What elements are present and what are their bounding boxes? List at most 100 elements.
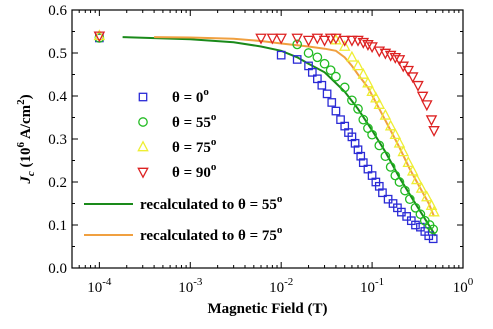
data-point <box>393 55 406 67</box>
data-point <box>338 39 351 51</box>
data-point <box>404 194 415 205</box>
data-point <box>367 129 377 140</box>
y-axis-title: Jc (106 A/cm2) <box>15 94 37 184</box>
data-point <box>424 231 434 241</box>
legend-marker <box>138 92 148 102</box>
data-point <box>350 138 360 148</box>
y-tick-label: 0.2 <box>48 175 67 191</box>
data-point <box>352 59 364 71</box>
data-point <box>291 33 303 45</box>
data-point <box>428 126 440 137</box>
data-point <box>370 91 382 103</box>
data-point <box>416 91 429 103</box>
y-tick-label: 0.6 <box>48 3 67 19</box>
data-point <box>318 35 331 47</box>
data-point <box>353 104 363 114</box>
legend-label: θ = 0o <box>172 86 209 106</box>
data-point <box>327 98 337 107</box>
legend-item-2: θ = 55o <box>138 111 217 131</box>
data-point <box>374 140 385 151</box>
data-point <box>406 164 419 176</box>
data-point <box>322 89 332 99</box>
series-line <box>122 36 437 237</box>
data-point <box>412 80 424 92</box>
data-point <box>357 37 370 49</box>
data-point <box>331 106 341 116</box>
data-point <box>378 188 387 198</box>
x-tick-label: 10-3 <box>178 276 203 296</box>
data-point <box>393 136 406 148</box>
data-point <box>402 65 415 77</box>
legend-item-3: θ = 75o <box>137 136 217 156</box>
data-point <box>402 156 415 168</box>
data-point <box>415 209 426 220</box>
x-tick-label: 100 <box>453 276 474 296</box>
x-axis-title: Magnetic Field (T) <box>208 301 328 317</box>
data-point <box>411 220 420 230</box>
data-point <box>302 35 315 47</box>
data-point <box>428 224 439 235</box>
data-point <box>347 95 357 106</box>
data-point <box>276 50 286 60</box>
y-tick-label: 0.4 <box>48 89 67 105</box>
legend-marker <box>138 117 148 127</box>
series-6 <box>154 36 435 217</box>
y-tick-label: 0.0 <box>48 261 67 277</box>
data-point <box>356 151 366 161</box>
data-point <box>384 119 397 131</box>
legend-item-4: θ = 90o <box>137 161 217 181</box>
data-point <box>255 33 267 45</box>
y-tick-label: 0.3 <box>48 132 67 148</box>
data-point <box>425 115 438 127</box>
data-point <box>421 100 433 112</box>
data-point <box>425 199 438 211</box>
legend-item-1: θ = 0o <box>138 86 209 106</box>
series-4 <box>93 31 440 137</box>
series-2 <box>94 33 439 235</box>
y-tick-label: 0.5 <box>48 46 67 62</box>
legend-marker <box>137 167 149 179</box>
x-tick-label: 10-2 <box>269 276 293 296</box>
series-line <box>154 36 435 217</box>
data-point <box>319 58 330 69</box>
data-point <box>325 65 336 76</box>
legend-label: recalculated to θ = 75o <box>140 224 283 244</box>
axis-titles: Magnetic Field (T) Jc (106 A/cm2) <box>15 94 327 317</box>
data-point <box>346 50 358 62</box>
data-point <box>385 162 396 172</box>
data-point <box>93 31 106 43</box>
data-point <box>362 40 374 51</box>
data-point <box>292 55 302 64</box>
data-point <box>292 39 303 50</box>
legend-item-5: recalculated to θ = 55o <box>84 193 283 213</box>
legend-label: θ = 55o <box>172 111 217 131</box>
data-point <box>311 33 324 45</box>
data-point <box>389 52 402 64</box>
data-point <box>313 74 322 84</box>
legend: θ = 0o θ = 55o θ = 75o θ = 90o recalculated … <box>84 86 283 244</box>
data-point <box>275 33 287 45</box>
data-point <box>384 50 397 62</box>
data-point <box>410 173 423 185</box>
series-1 <box>95 33 438 244</box>
data-point <box>338 35 351 47</box>
data-point <box>406 72 419 84</box>
legend-item-6: recalculated to θ = 75o <box>84 224 283 244</box>
data-point <box>93 29 106 41</box>
data-point <box>307 68 317 77</box>
data-point <box>330 33 342 45</box>
legend-label: θ = 75o <box>172 136 217 156</box>
series-5 <box>122 36 437 237</box>
data-point <box>410 202 421 213</box>
data-point <box>373 98 386 109</box>
data-point <box>389 128 402 140</box>
data-point <box>358 114 369 125</box>
data-point <box>394 177 405 187</box>
data-point <box>428 234 438 244</box>
data-point <box>266 33 279 45</box>
data-point <box>428 205 440 217</box>
legend-label: θ = 90o <box>172 161 217 181</box>
axis-ticks <box>71 9 464 269</box>
data-point <box>303 48 314 58</box>
